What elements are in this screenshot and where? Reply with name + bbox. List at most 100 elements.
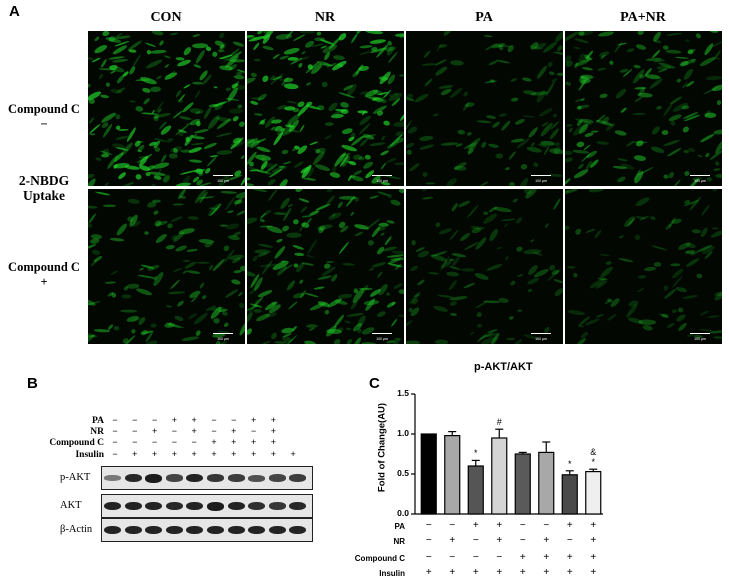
row-label-top: Compound C − [2,102,86,132]
wb-band [227,501,245,511]
wb-band [227,474,245,482]
chart-condition-symbol: − [425,520,432,531]
wb-band [268,525,286,535]
wb-symbol: − [112,437,118,447]
wb-symbol: − [250,426,257,436]
blot-beta-actin [101,518,313,542]
bar-8 [585,471,602,515]
chart-condition-symbol: + [519,567,526,578]
row-label-middle: 2-NBDG Uptake [2,173,86,203]
wb-band [104,501,121,511]
chart-condition-symbol: + [425,567,432,578]
micrograph-cells [88,31,245,186]
y-tick-label: 1.5 [397,388,409,398]
chart-condition-symbol: + [496,567,503,578]
blot-akt-label: AKT [60,500,82,511]
wb-label-compound-c: Compound C [49,438,104,448]
scale-bar [372,174,392,176]
wb-label-nr: NR [90,427,104,437]
micrograph-cells [88,189,245,344]
chart-row-pa: PA [394,522,405,531]
wb-band [186,473,204,483]
wb-symbol: + [132,449,138,459]
panel-b-letter: B [27,375,38,392]
wb-symbol: − [112,449,118,459]
scale-bar [213,332,233,334]
row-label-middle-line1: 2-NBDG [18,173,70,188]
micrograph-con-minus-compound-c: 100 μm [88,31,245,186]
wb-band [248,501,266,511]
row-label-middle-line2: Uptake [22,188,65,203]
scale-bar-label: 100 μm [376,179,388,183]
wb-symbol: + [151,426,158,436]
wb-symbol: + [231,449,237,459]
wb-band [207,501,224,511]
scale-bar-label: 100 μm [217,179,229,183]
significance-marker: & [590,447,597,458]
micrograph-cells [406,189,563,344]
wb-symbol: + [211,437,217,447]
wb-band [186,501,204,511]
wb-symbol: − [171,437,178,447]
bar-7 [561,474,578,515]
panel-c-letter: C [369,375,380,392]
wb-band [145,473,163,483]
wb-band [227,525,245,535]
scale-bar [531,332,551,334]
wb-band [124,473,142,483]
chart-y-axis-label: Fold of Change(AU) [376,402,388,493]
chart-condition-symbol: + [543,567,550,578]
micrograph-nr-minus-compound-c: 100 μm [247,31,404,186]
wb-symbol: + [191,415,197,425]
micrograph-cells [247,189,404,344]
wb-band [145,525,163,535]
micrograph-cells [565,31,722,186]
micrograph-cells [406,31,563,186]
row-label-bottom: Compound C + [2,260,86,290]
wb-symbol: + [191,449,197,459]
y-tick-label: 0.0 [397,508,409,518]
chart-condition-symbol: + [449,535,456,546]
wb-symbol: + [171,415,178,425]
chart-condition-symbol: − [425,552,432,563]
wb-symbol: + [250,449,257,459]
scale-bar-label: 100 μm [376,337,388,341]
row-label-top-line1: Compound C [8,102,80,116]
bar-1 [420,433,437,515]
row-label-bottom-line2: + [40,275,48,289]
panel-a-letter: A [9,3,20,20]
chart-condition-symbol: + [590,520,597,531]
wb-band [268,502,286,510]
wb-symbol: + [250,415,257,425]
chart-condition-symbol: − [472,535,479,546]
chart-condition-symbol: − [543,520,550,531]
chart-condition-symbol: + [566,567,573,578]
chart-condition-symbol: − [496,552,503,563]
scale-bar [372,332,392,334]
wb-symbol: + [191,426,197,436]
column-label-pa: PA [475,10,493,25]
micrograph-nr-plus-compound-c: 100 μm [247,189,404,344]
row-label-bottom-line1: Compound C [8,260,80,274]
wb-symbol: + [270,426,277,436]
wb-band [186,525,204,535]
wb-symbol: + [270,415,277,425]
wb-symbol: − [151,415,158,425]
chart-row-insulin: Insulin [379,569,405,578]
chart-title: p-AKT/AKT [474,361,533,373]
chart-condition-symbol: + [590,535,597,546]
wb-symbol: − [191,437,197,447]
y-tick-label: 1.0 [397,428,409,438]
wb-symbol: − [171,426,178,436]
wb-symbol: − [132,437,138,447]
chart-condition-symbol: + [472,520,479,531]
wb-band [289,501,307,511]
chart-condition-symbol: − [425,535,432,546]
chart-condition-symbol: + [590,552,597,563]
wb-symbol: − [112,415,118,425]
chart-condition-symbol: + [566,552,573,563]
wb-band [165,474,183,482]
scale-bar-label: 100 μm [217,337,229,341]
bar-2 [444,435,461,515]
wb-symbol: + [270,437,277,447]
